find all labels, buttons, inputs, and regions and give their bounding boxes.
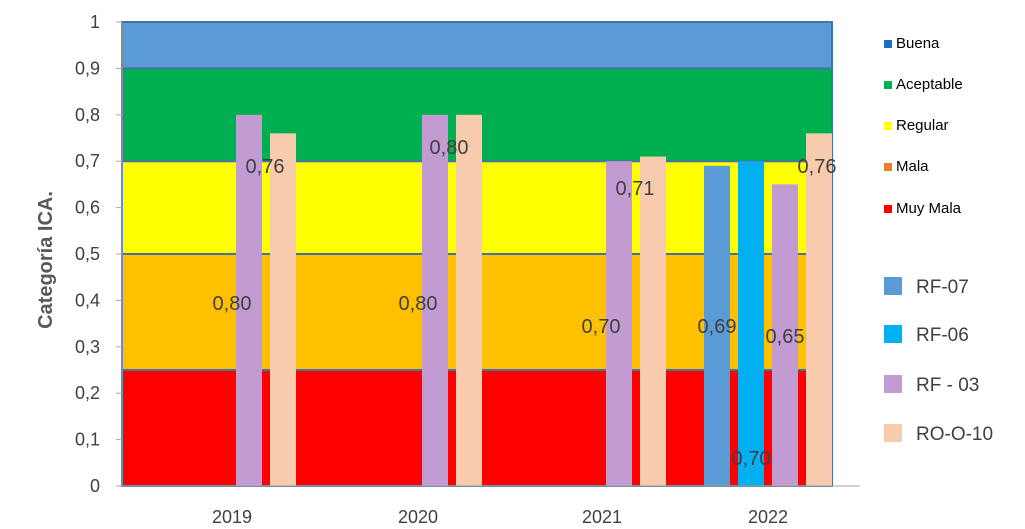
data-label-rf-07-2022: 0,69 [698, 316, 737, 338]
legend-label-ro-o-10: RO-O-10 [916, 424, 993, 445]
legend-label-aceptable: Aceptable [896, 76, 963, 93]
data-label-ro-o-10-2019: 0,76 [246, 156, 285, 178]
y-tick-label: 0,4 [75, 290, 100, 310]
bar-ro-o-10-2019 [270, 133, 296, 487]
bar-ro-o-10-2021 [640, 156, 666, 486]
legend-label-rf-07: RF-07 [916, 277, 969, 298]
legend-swatch-regular [884, 122, 892, 130]
data-labels: 0,69 0,70 0,80 0,80 0,70 0,65 0,76 0,80 0,71 0,76 [213, 137, 837, 470]
bar-ro-o-10-2020 [456, 114, 482, 487]
legend-label-mala: Mala [896, 158, 929, 175]
legend-swatch-muy-mala [884, 205, 892, 213]
bar-ro-o-10-2022 [806, 133, 832, 487]
bar-rf-03-2019 [236, 114, 262, 487]
legend-label-regular: Regular [896, 117, 949, 134]
bar-rf-03-2022 [772, 184, 798, 486]
y-tick-label: 1 [90, 12, 100, 32]
bar-rf-03-2021 [606, 161, 632, 486]
x-tick-label: 2021 [582, 507, 622, 527]
y-tick-label: 0 [90, 476, 100, 496]
y-tick-label: 0,2 [75, 383, 100, 403]
legend-label-muy-mala: Muy Mala [896, 200, 962, 217]
y-tick-label: 0,5 [75, 244, 100, 264]
legend-swatch-rf-06 [884, 325, 902, 343]
legend-swatch-rf-03 [884, 375, 902, 393]
legend-swatch-ro-o-10 [884, 424, 902, 442]
data-label-ro-o-10-2020: 0,80 [430, 137, 469, 159]
data-label-ro-o-10-2021: 0,71 [616, 178, 655, 200]
x-tick-label: 2020 [398, 507, 438, 527]
bar-rf-03-2020 [422, 114, 448, 487]
y-tick-label: 0,6 [75, 198, 100, 218]
bar-series [236, 114, 832, 487]
y-tick-label: 0,9 [75, 58, 100, 78]
data-label-rf-03-2021: 0,70 [582, 316, 621, 338]
axes: 0 0,1 0,2 0,3 0,4 0,5 0,6 0,7 0,8 0,9 1 2019 2020 202… [75, 12, 860, 527]
x-tick-label: 2022 [748, 507, 788, 527]
legend-swatch-buena [884, 40, 892, 48]
y-tick-label: 0,3 [75, 337, 100, 357]
y-tick-label: 0,7 [75, 151, 100, 171]
data-label-rf-06-2022: 0,70 [732, 448, 771, 470]
x-tick-label: 2019 [212, 507, 252, 527]
legend-swatch-rf-07 [884, 277, 902, 295]
legend-label-buena: Buena [896, 35, 940, 52]
legend-label-rf-06: RF-06 [916, 325, 969, 346]
bar-rf-07-2022 [704, 165, 730, 486]
data-label-rf-03-2019: 0,80 [213, 293, 252, 315]
legend-swatch-aceptable [884, 81, 892, 89]
y-tick-label: 0,8 [75, 105, 100, 125]
y-tick-label: 0,1 [75, 430, 100, 450]
y-axis-label: Categoría ICA. [35, 191, 57, 329]
data-label-rf-03-2020: 0,80 [399, 293, 438, 315]
legend-label-rf-03: RF - 03 [916, 375, 979, 396]
legend: Buena Aceptable Regular Mala Muy Mala RF-07 RF… [884, 35, 993, 445]
data-label-rf-03-2022: 0,65 [766, 326, 805, 348]
bar-rf-06-2022 [738, 161, 764, 486]
legend-swatch-mala [884, 163, 892, 171]
band-buena [122, 22, 832, 69]
data-label-ro-o-10-2022: 0,76 [798, 156, 837, 178]
